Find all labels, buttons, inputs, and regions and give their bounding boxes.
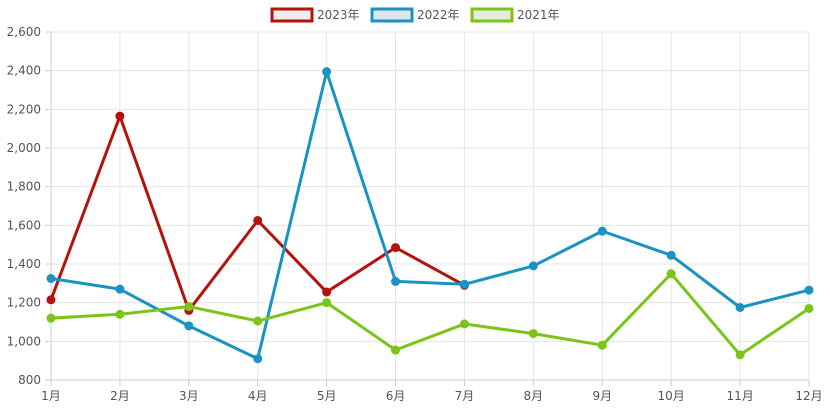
y-tick-label: 800 bbox=[18, 373, 41, 387]
legend-label: 2022年 bbox=[417, 8, 460, 22]
y-tick-label: 2,200 bbox=[7, 102, 41, 116]
data-point[interactable] bbox=[391, 243, 401, 253]
data-point[interactable] bbox=[666, 250, 676, 260]
series-0 bbox=[46, 111, 469, 315]
data-point[interactable] bbox=[804, 303, 814, 313]
data-point[interactable] bbox=[459, 279, 469, 289]
legend-item-1[interactable]: 2022年 bbox=[370, 7, 460, 23]
data-point[interactable] bbox=[391, 345, 401, 355]
y-tick-label: 2,000 bbox=[7, 141, 41, 155]
data-point[interactable] bbox=[322, 287, 332, 297]
legend-item-0[interactable]: 2023年 bbox=[270, 7, 360, 23]
data-point[interactable] bbox=[735, 303, 745, 312]
data-point[interactable] bbox=[666, 269, 676, 279]
x-tick-label: 12月 bbox=[795, 389, 822, 403]
y-tick-label: 1,200 bbox=[7, 296, 41, 310]
data-point[interactable] bbox=[46, 274, 56, 283]
data-point[interactable] bbox=[46, 313, 56, 323]
data-point[interactable] bbox=[804, 285, 814, 295]
legend-label: 2021年 bbox=[517, 8, 560, 22]
x-tick-label: 10月 bbox=[658, 389, 685, 403]
chart-legend[interactable]: 2023年 2022年 2021年 bbox=[270, 7, 560, 23]
data-point[interactable] bbox=[115, 111, 125, 121]
legend-item-2[interactable]: 2021年 bbox=[470, 7, 560, 23]
x-tick-label: 11月 bbox=[726, 389, 753, 403]
series-line bbox=[49, 70, 811, 361]
chart-grid bbox=[50, 31, 810, 381]
data-point[interactable] bbox=[184, 302, 194, 312]
legend-swatch bbox=[370, 7, 414, 23]
y-tick-label: 1,800 bbox=[7, 180, 41, 194]
data-point[interactable] bbox=[459, 319, 469, 329]
y-tick-label: 1,400 bbox=[7, 257, 41, 271]
legend-label: 2023年 bbox=[317, 8, 360, 22]
y-tick-label: 2,600 bbox=[7, 25, 41, 39]
legend-swatch bbox=[470, 7, 514, 23]
data-point[interactable] bbox=[115, 284, 125, 294]
data-point[interactable] bbox=[597, 226, 607, 236]
y-tick-label: 1,000 bbox=[7, 334, 41, 348]
data-point[interactable] bbox=[322, 67, 332, 77]
x-tick-label: 5月 bbox=[317, 389, 337, 403]
data-point[interactable] bbox=[391, 276, 401, 286]
chart-series bbox=[46, 67, 814, 364]
data-point[interactable] bbox=[597, 340, 607, 350]
data-point[interactable] bbox=[528, 261, 538, 271]
data-point[interactable] bbox=[735, 350, 745, 360]
data-point[interactable] bbox=[322, 298, 332, 308]
x-tick-label: 3月 bbox=[179, 389, 199, 403]
x-tick-label: 2月 bbox=[110, 389, 130, 403]
series-1 bbox=[46, 67, 814, 364]
data-point[interactable] bbox=[115, 309, 125, 319]
x-tick-label: 7月 bbox=[455, 389, 475, 403]
y-tick-label: 1,600 bbox=[7, 218, 41, 232]
data-point[interactable] bbox=[528, 329, 538, 339]
data-point[interactable] bbox=[253, 316, 263, 326]
y-tick-label: 2,400 bbox=[7, 64, 41, 78]
x-tick-label: 1月 bbox=[41, 389, 61, 403]
x-tick-label: 9月 bbox=[592, 389, 612, 403]
x-tick-label: 4月 bbox=[248, 389, 268, 403]
x-tick-label: 6月 bbox=[386, 389, 406, 403]
chart-axes: 800 1,000 1,200 1,400 1,600 1,800 2,000 2,200 2,… bbox=[7, 25, 823, 403]
data-point[interactable] bbox=[253, 216, 263, 225]
data-point[interactable] bbox=[253, 354, 263, 364]
legend-swatch bbox=[270, 7, 314, 23]
series-line bbox=[49, 272, 811, 357]
x-tick-label: 8月 bbox=[524, 389, 544, 403]
series-2 bbox=[46, 269, 814, 360]
data-point[interactable] bbox=[184, 321, 194, 331]
data-point[interactable] bbox=[46, 295, 56, 305]
